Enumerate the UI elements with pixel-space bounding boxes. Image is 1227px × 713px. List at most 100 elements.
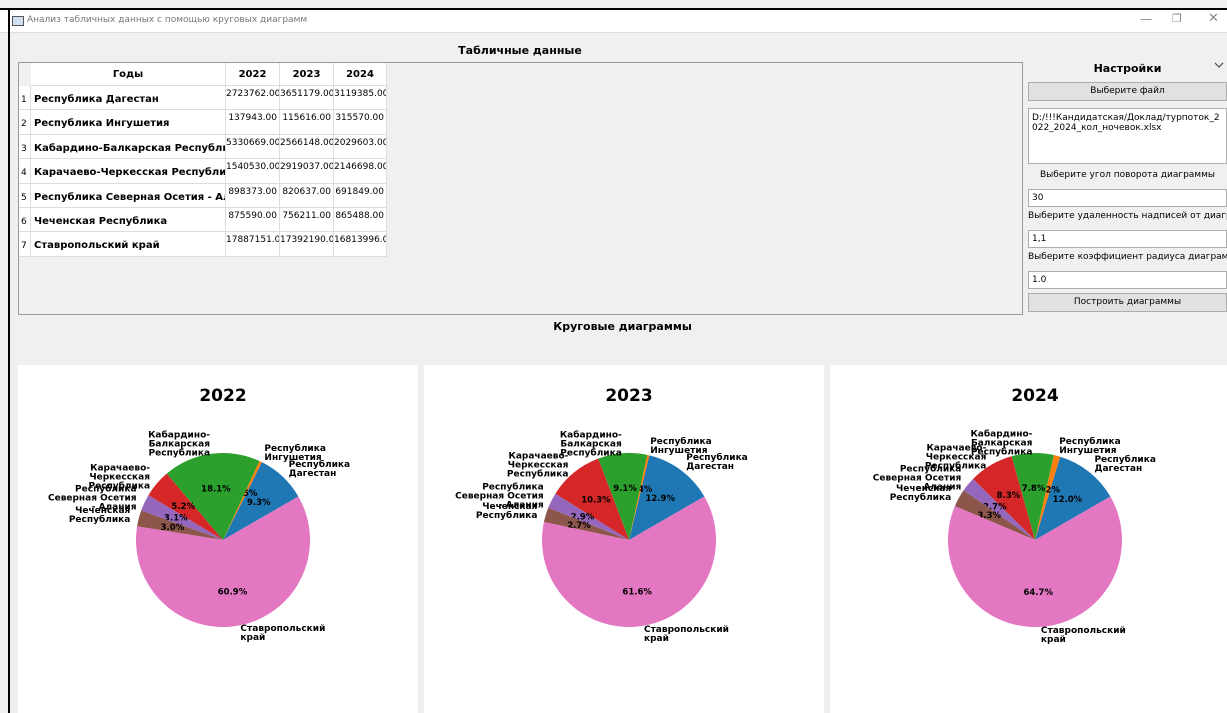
pie-slice [963, 478, 1035, 540]
chart-panel: 2023 12.9% 0.4% 9.1% 10.3% 2.9% 2.7% 61.6% Респу… [424, 365, 824, 713]
table-cell: 820637.00 [280, 183, 334, 208]
slice-name: Кабардино-Балкарская Республика [970, 429, 1033, 458]
slice-name: Республика Северная Осетия - Алания [47, 484, 137, 513]
percent-label: 8.3% [997, 491, 1021, 501]
minimize[interactable]: — [1140, 12, 1152, 26]
table-cell: 17887151.00 [226, 232, 280, 257]
percent-label: 7.8% [1022, 484, 1046, 494]
table-heading: Табличные данные [458, 44, 582, 57]
percent-label: 9.1% [613, 484, 637, 494]
slice-name: Республика Дагестан [1094, 455, 1156, 474]
slice-name: Кабардино-Балкарская Республика [148, 430, 211, 459]
build-button[interactable]: Построить диаграммы [1028, 293, 1227, 312]
row-number: 6 [19, 208, 31, 233]
setting-label: Выберите угол поворота диаграммы [1039, 170, 1215, 180]
table-cell: 16813996.00 [334, 232, 387, 257]
pie-slice [542, 496, 716, 627]
column-header: 2024 [334, 63, 387, 86]
pie-slice [223, 460, 262, 540]
column-header: Годы [31, 63, 226, 86]
percent-label: 60.9% [218, 587, 248, 597]
setting-label: Выберите коэффициент радиуса диаграммы [1028, 252, 1227, 262]
pie-slice [137, 510, 223, 540]
table-cell: 691849.00 [334, 183, 387, 208]
percent-label: 12.0% [1053, 495, 1083, 505]
charts-heading: Круговые диаграммы [553, 320, 692, 333]
slice-name: Кабардино-Балкарская Республика [559, 430, 622, 459]
row-number: 7 [19, 232, 31, 257]
combo-box[interactable]: 1,1 [1028, 230, 1227, 248]
pie-slice [954, 490, 1035, 540]
file-path: D:/!!!Кандидатская/Доклад/турпоток_2022_… [1028, 108, 1227, 164]
pie-slice [1035, 456, 1111, 540]
table-cell: 2919037.00 [280, 159, 334, 184]
slice-name: Карачаево-Черкесская Республика [506, 451, 569, 480]
row-name: Республика Северная Осетия - Алания [31, 183, 226, 208]
table-cell: 875590.00 [226, 208, 280, 233]
row-name: Республика Дагестан [31, 86, 226, 111]
table-cell: 2029603.00 [334, 134, 387, 160]
chart-panel: 2024 12.0% 1.2% 7.8% 8.3% 2.7% 3.3% 64.7% Респуб… [830, 365, 1227, 713]
pie-slice [166, 453, 260, 540]
percent-label: 12.9% [645, 494, 675, 504]
row-name: Кабардино-Балкарская Республика [31, 134, 226, 160]
pie-slice [223, 462, 299, 540]
pie-slice [948, 496, 1122, 627]
table-cell: 5330669.00 [226, 134, 280, 160]
settings-heading: Настройки [1093, 62, 1162, 75]
combo-arrow [1214, 62, 1224, 68]
percent-label: 3.3% [977, 511, 1001, 521]
data-table: Годы 2022 2023 2024 1 Республика Дагестан 2723… [18, 62, 1023, 315]
table-cell: 898373.00 [226, 183, 280, 208]
slice-name: Республика Дагестан [686, 453, 748, 473]
pie-chart: 2022 9.3%0.5%18.1% 5.2% 3.1%3.0% 60.9% [136, 386, 310, 627]
chart-title: 2024 [1011, 386, 1058, 406]
table-cell: 3119385.00 [334, 86, 387, 111]
pie-slice [629, 454, 650, 540]
row-number: 3 [19, 134, 31, 160]
table-cell: 865488.00 [334, 208, 387, 233]
close[interactable]: ✕ [1208, 11, 1219, 26]
chevron [1214, 62, 1224, 68]
slice-name: Республика Северная Осетия - Алания [872, 464, 962, 493]
pie-slice [148, 473, 223, 540]
row-name: Ставропольский край [31, 232, 226, 257]
percent-label: 18.1% [201, 484, 231, 494]
window-title: Анализ табличных данных с помощью кругов… [27, 15, 308, 25]
chart-title: 2022 [199, 386, 246, 406]
percent-label: 64.7% [1023, 588, 1053, 598]
file-button[interactable]: Выберите файл [1028, 82, 1227, 101]
pie-slice [972, 456, 1035, 540]
percent-label: 0.5% [234, 489, 258, 499]
slice-name: Чеченская Республика [475, 502, 538, 522]
column-header: 2022 [226, 63, 280, 86]
restore[interactable]: ❐ [1172, 12, 1182, 25]
pie-slice [555, 458, 629, 540]
table-cell: 756211.00 [280, 208, 334, 233]
pie-slice [1011, 453, 1054, 540]
title-bar: Анализ табличных данных с помощью кругов… [0, 10, 1227, 33]
pie-chart: 2024 12.0%1.2%7.8%8.3% 2.7%3.3% 64.7% [948, 386, 1122, 627]
combo-box[interactable]: 1.0 [1028, 271, 1227, 289]
percent-label: 10.3% [581, 496, 611, 506]
table-cell: 137943.00 [226, 110, 280, 135]
slice-name: Республика Ингушетия [1059, 437, 1121, 457]
slice-name: Республика Ингушетия [650, 436, 712, 456]
row-name: Карачаево-Черкесская Республика [31, 159, 226, 184]
column-header: 2023 [280, 63, 334, 86]
row-number: 5 [19, 183, 31, 208]
percent-label: 2.9% [571, 512, 595, 522]
pie-slice [136, 496, 310, 627]
row-number: 4 [19, 159, 31, 184]
row-number: 2 [19, 110, 31, 135]
slice-name: Ставропольский край [1040, 625, 1126, 645]
table-cell: 315570.00 [334, 110, 387, 135]
row-name: Республика Ингушетия [31, 110, 226, 135]
table-cell: 3651179.00 [280, 86, 334, 111]
pie-chart: 2023 12.9%0.4%9.1%10.3% 2.9%2.7% 61.6% [542, 386, 716, 627]
table-cell: 115616.00 [280, 110, 334, 135]
combo-box[interactable]: 30 [1028, 189, 1227, 207]
row-number: 1 [19, 86, 31, 111]
percent-label: 1.2% [1036, 485, 1060, 495]
